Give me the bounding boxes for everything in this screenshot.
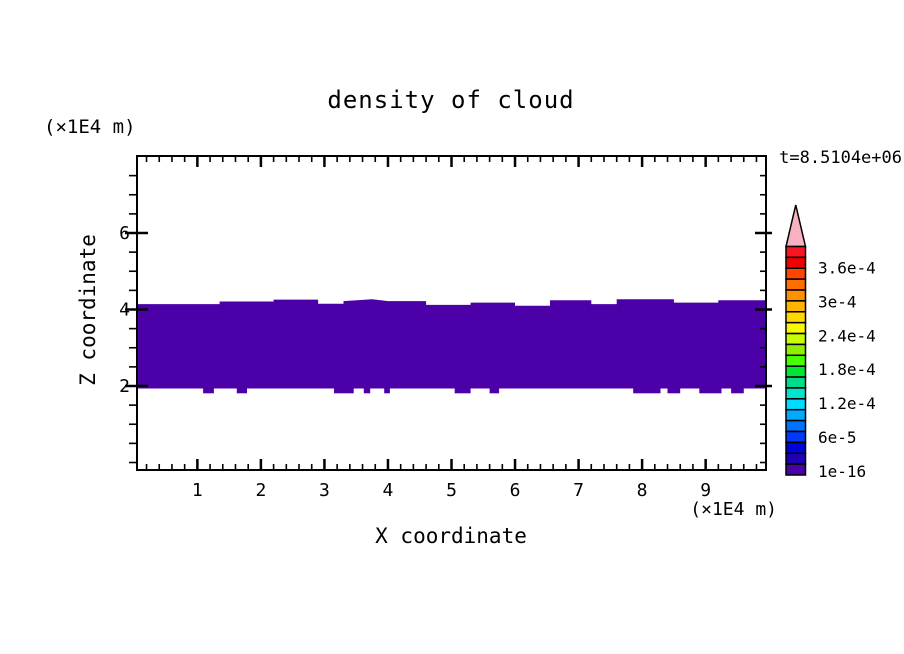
- x-tick-label: 3: [319, 480, 330, 501]
- z-tick-label: 2: [119, 376, 130, 397]
- density-band-fringe: [731, 388, 744, 394]
- colorbar-segment: [785, 376, 807, 389]
- colorbar-overflow-arrow: [785, 204, 807, 248]
- density-band-fringe: [384, 388, 390, 394]
- colorbar-segment: [785, 278, 807, 291]
- colorbar-tick-label: 3.6e-4: [818, 259, 876, 278]
- colorbar-segment: [785, 365, 807, 378]
- colorbar-segment: [785, 267, 807, 280]
- density-band: [137, 299, 766, 389]
- colorbar-segment: [785, 398, 807, 411]
- colorbar-tick-label: 3e-4: [818, 292, 857, 311]
- colorbar-segment: [785, 441, 807, 454]
- x-tick-label: 2: [255, 480, 266, 501]
- colorbar-tick-label: 6e-5: [818, 428, 857, 447]
- x-axis-unit-label: (×1E4 m): [690, 499, 777, 520]
- density-band-fringe: [334, 388, 354, 394]
- density-band-fringe: [489, 388, 500, 394]
- colorbar-segment: [785, 354, 807, 367]
- colorbar-segment: [785, 452, 807, 465]
- z-tick-label: 4: [119, 300, 130, 321]
- x-tick-label: 6: [510, 480, 521, 501]
- x-tick-label: 7: [573, 480, 584, 501]
- colorbar-tick-label: 1e-16: [818, 462, 866, 481]
- x-tick-label: 4: [383, 480, 394, 501]
- density-band-fringe: [633, 388, 661, 394]
- z-tick-label: 6: [119, 223, 130, 244]
- colorbar-segment: [785, 245, 807, 259]
- density-band-fringe: [454, 388, 471, 394]
- colorbar-tick-label: 2.4e-4: [818, 326, 876, 345]
- colorbar-tick-label: 1.2e-4: [818, 394, 876, 413]
- time-annotation: t=8.5104e+06: [779, 148, 902, 168]
- colorbar-tick-label: 1.8e-4: [818, 360, 876, 379]
- colorbar-segment: [785, 343, 807, 357]
- density-band-fringe: [363, 388, 371, 394]
- colorbar-segment: [785, 321, 807, 335]
- x-tick-label: 9: [700, 480, 711, 501]
- colorbar-segment: [785, 300, 807, 313]
- colorbar-segment: [785, 387, 807, 400]
- density-band-fringe: [699, 388, 722, 394]
- density-band-fringe: [203, 388, 214, 394]
- colorbar-segment: [785, 463, 807, 476]
- x-tick-label: 5: [446, 480, 457, 501]
- colorbar-segment: [785, 332, 807, 346]
- z-axis-unit-label: (×1E4 m): [44, 116, 136, 138]
- x-tick-label: 1: [192, 480, 203, 501]
- colorbar-segment: [785, 289, 807, 302]
- density-band-fringe: [667, 388, 681, 394]
- x-tick-label: 8: [637, 480, 648, 501]
- colorbar-segment: [785, 311, 807, 324]
- density-band-fringe: [236, 388, 247, 394]
- colorbar-segment: [785, 256, 807, 270]
- chart-title: density of cloud: [327, 86, 575, 114]
- colorbar-segment: [785, 408, 807, 422]
- colorbar-segment: [785, 419, 807, 433]
- colorbar-segment: [785, 430, 807, 444]
- x-axis-title: X coordinate: [375, 524, 527, 548]
